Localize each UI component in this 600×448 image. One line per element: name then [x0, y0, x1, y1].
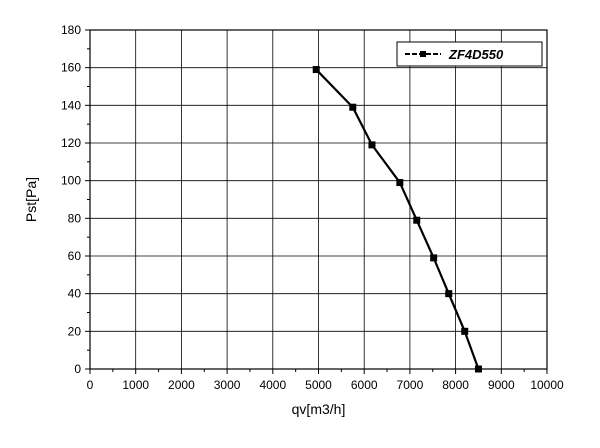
x-axis-title: qv[m3/h] [292, 401, 346, 417]
legend-marker-swatch [420, 51, 426, 57]
data-point [312, 66, 320, 74]
y-tick-label: 0 [74, 362, 81, 376]
data-point [413, 216, 421, 224]
y-tick-label: 160 [61, 61, 81, 75]
y-axis-title: Pst[Pa] [23, 177, 39, 222]
y-tick-label: 100 [61, 174, 81, 188]
data-point [368, 141, 376, 149]
y-tick-label: 60 [68, 249, 82, 263]
data-point [461, 327, 469, 335]
x-tick-label: 5000 [305, 378, 332, 392]
y-tick-label: 140 [61, 98, 81, 112]
data-point [445, 290, 453, 298]
grid [89, 29, 548, 370]
legend: ZF4D550 [396, 41, 543, 67]
x-tick-label: 1000 [122, 378, 149, 392]
data-point [430, 254, 438, 262]
x-tick-label: 4000 [259, 378, 286, 392]
x-tick-label: 6000 [351, 378, 378, 392]
x-tick-label: 7000 [397, 378, 424, 392]
data-point [349, 103, 357, 111]
data-point [396, 179, 404, 187]
x-tick-label: 2000 [168, 378, 195, 392]
x-tick-label: 0 [87, 378, 94, 392]
x-tick-label: 3000 [214, 378, 241, 392]
series-layer [312, 66, 482, 373]
y-tick-label: 20 [68, 324, 82, 338]
y-tick-label: 120 [61, 136, 81, 150]
legend-label: ZF4D550 [448, 47, 504, 62]
axis-ticks: 0 1000 2000 3000 4000 5000 6000 7000 8000 9000 100… [61, 23, 564, 392]
plot-frame [89, 29, 548, 370]
series-line [315, 68, 480, 370]
y-tick-label: 40 [68, 287, 82, 301]
y-tick-label: 180 [61, 23, 81, 37]
x-tick-label: 8000 [442, 378, 469, 392]
y-tick-label: 80 [68, 211, 82, 225]
x-tick-label: 9000 [488, 378, 515, 392]
x-tick-label: 10000 [530, 378, 564, 392]
